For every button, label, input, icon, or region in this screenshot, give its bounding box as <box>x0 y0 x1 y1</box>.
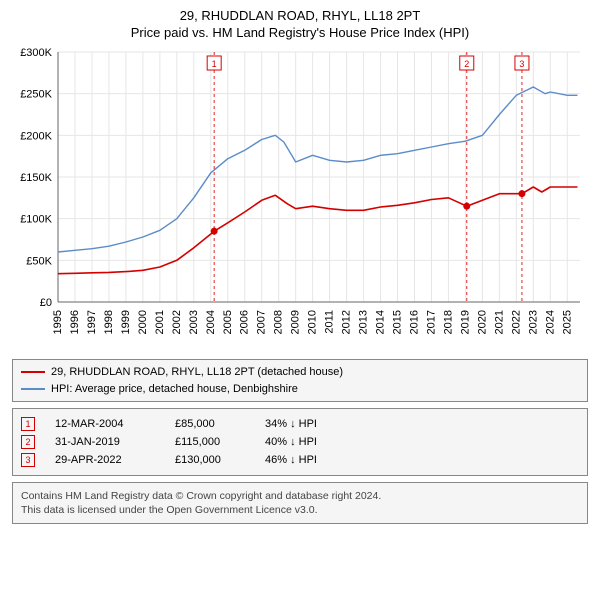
svg-text:2024: 2024 <box>544 310 556 334</box>
svg-text:2016: 2016 <box>408 310 420 334</box>
svg-text:2023: 2023 <box>527 310 539 334</box>
transaction-diff: 40% ↓ HPI <box>265 436 317 448</box>
svg-text:2008: 2008 <box>273 310 285 334</box>
transaction-marker: 1 <box>21 417 35 431</box>
svg-text:2011: 2011 <box>324 310 336 334</box>
credit: Contains HM Land Registry data © Crown c… <box>12 482 588 524</box>
svg-text:2004: 2004 <box>205 310 217 334</box>
svg-text:2: 2 <box>464 59 469 69</box>
svg-text:2025: 2025 <box>561 310 573 334</box>
svg-text:2019: 2019 <box>459 310 471 334</box>
svg-text:1995: 1995 <box>52 310 64 334</box>
transaction-date: 29-APR-2022 <box>55 454 155 466</box>
transaction-row: 1 12-MAR-2004 £85,000 34% ↓ HPI <box>21 415 579 433</box>
svg-text:1999: 1999 <box>120 310 132 334</box>
svg-text:3: 3 <box>519 59 524 69</box>
transaction-price: £130,000 <box>175 454 245 466</box>
chart-svg: £0 £50K £100K £150K £200K £250K £300K 1995 1996 1… <box>12 46 588 346</box>
svg-text:1998: 1998 <box>103 310 115 334</box>
svg-text:2000: 2000 <box>137 310 149 334</box>
svg-text:£250K: £250K <box>20 89 52 101</box>
legend-swatch <box>21 388 45 390</box>
transaction-marker: 3 <box>21 453 35 467</box>
transaction-price: £85,000 <box>175 418 245 430</box>
chart: £0 £50K £100K £150K £200K £250K £300K 1995 1996 1… <box>12 46 588 351</box>
transaction-price: £115,000 <box>175 436 245 448</box>
transaction-row: 2 31-JAN-2019 £115,000 40% ↓ HPI <box>21 433 579 451</box>
transaction-date: 31-JAN-2019 <box>55 436 155 448</box>
title-address: 29, RHUDDLAN ROAD, RHYL, LL18 2PT <box>12 8 588 23</box>
title-subtitle: Price paid vs. HM Land Registry's House … <box>12 25 588 40</box>
transactions-table: 1 12-MAR-2004 £85,000 34% ↓ HPI 2 31-JAN-2019… <box>12 408 588 476</box>
legend-label: HPI: Average price, detached house, Denb… <box>51 381 298 398</box>
legend-swatch <box>21 371 45 373</box>
svg-text:2010: 2010 <box>307 310 319 334</box>
svg-text:2013: 2013 <box>358 310 370 334</box>
legend-item: 29, RHUDDLAN ROAD, RHYL, LL18 2PT (detac… <box>21 364 579 381</box>
svg-text:2017: 2017 <box>425 310 437 334</box>
svg-text:2021: 2021 <box>493 310 505 334</box>
svg-text:2003: 2003 <box>188 310 200 334</box>
svg-text:£100K: £100K <box>20 214 52 226</box>
svg-text:2020: 2020 <box>476 310 488 334</box>
legend-item: HPI: Average price, detached house, Denb… <box>21 381 579 398</box>
svg-text:2002: 2002 <box>171 310 183 334</box>
credit-line2: This data is licensed under the Open Gov… <box>21 503 579 517</box>
svg-text:1997: 1997 <box>86 310 98 334</box>
svg-text:1996: 1996 <box>69 310 81 334</box>
svg-text:2006: 2006 <box>239 310 251 334</box>
svg-text:2018: 2018 <box>442 310 454 334</box>
svg-text:1: 1 <box>212 59 217 69</box>
title-block: 29, RHUDDLAN ROAD, RHYL, LL18 2PT Price … <box>12 8 588 40</box>
credit-line1: Contains HM Land Registry data © Crown c… <box>21 489 579 503</box>
transaction-diff: 46% ↓ HPI <box>265 454 317 466</box>
chart-container: 29, RHUDDLAN ROAD, RHYL, LL18 2PT Price … <box>0 0 600 536</box>
svg-text:2009: 2009 <box>290 310 302 334</box>
transaction-marker: 2 <box>21 435 35 449</box>
svg-text:2007: 2007 <box>256 310 268 334</box>
svg-text:£300K: £300K <box>20 47 52 59</box>
svg-text:£150K: £150K <box>20 172 52 184</box>
svg-text:£200K: £200K <box>20 130 52 142</box>
svg-text:£0: £0 <box>40 297 52 309</box>
svg-text:2022: 2022 <box>510 310 522 334</box>
legend: 29, RHUDDLAN ROAD, RHYL, LL18 2PT (detac… <box>12 359 588 402</box>
transaction-row: 3 29-APR-2022 £130,000 46% ↓ HPI <box>21 451 579 469</box>
svg-text:2001: 2001 <box>154 310 166 334</box>
svg-text:2015: 2015 <box>392 310 404 334</box>
svg-text:2005: 2005 <box>222 310 234 334</box>
svg-text:2012: 2012 <box>341 310 353 334</box>
transaction-diff: 34% ↓ HPI <box>265 418 317 430</box>
transaction-date: 12-MAR-2004 <box>55 418 155 430</box>
svg-text:2014: 2014 <box>375 310 387 334</box>
legend-label: 29, RHUDDLAN ROAD, RHYL, LL18 2PT (detac… <box>51 364 343 381</box>
svg-text:£50K: £50K <box>26 255 52 267</box>
